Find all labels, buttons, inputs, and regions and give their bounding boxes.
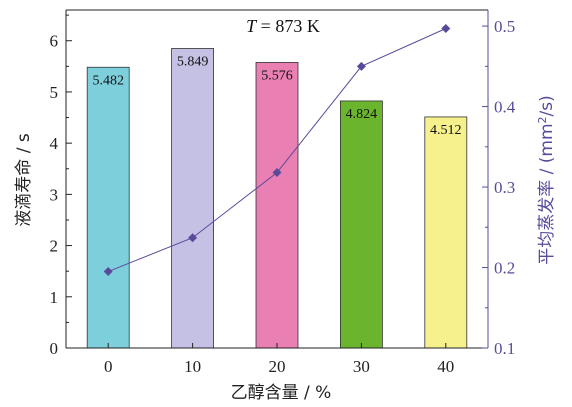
temperature-annotation: T = 873 K xyxy=(246,16,320,36)
y-tick-label-0: 0 xyxy=(50,339,59,358)
bar-value-labels: 5.482 5.849 5.576 4.824 4.512 xyxy=(92,54,461,137)
left-axis-ticks: 0 1 2 3 4 5 6 xyxy=(50,14,72,358)
x-tick-label-30: 30 xyxy=(353,357,370,376)
y-tick-label-2: 2 xyxy=(50,237,59,256)
y2-tick-label-0.4: 0.4 xyxy=(494,98,516,117)
bar-value-label-40: 4.512 xyxy=(430,123,462,138)
evaporation-rate-series xyxy=(103,24,451,277)
y2-axis-label-prefix: 平均蒸发率 / (mm xyxy=(537,123,557,264)
x-tick-label-20: 20 xyxy=(269,357,286,376)
x-tick-label-0: 0 xyxy=(104,357,113,376)
evaporation-rate-point-0 xyxy=(103,267,113,277)
evaporation-rate-point-10 xyxy=(188,233,198,243)
bar-20 xyxy=(255,62,299,349)
y2-tick-label-0.2: 0.2 xyxy=(494,259,515,278)
y-tick-label-1: 1 xyxy=(50,288,59,307)
evaporation-rate-point-30 xyxy=(356,61,366,71)
y-tick-label-5: 5 xyxy=(50,83,59,102)
y2-axis-label-sup: 2 xyxy=(536,116,549,123)
x-tick-label-40: 40 xyxy=(437,357,454,376)
annotation-italic: T xyxy=(246,16,258,36)
y-tick-label-3: 3 xyxy=(50,185,59,204)
bars-layer xyxy=(86,48,468,349)
bar-30 xyxy=(339,100,383,349)
y-tick-label-6: 6 xyxy=(50,32,59,51)
bar-value-label-20: 5.576 xyxy=(261,68,293,83)
y2-tick-label-0.3: 0.3 xyxy=(494,178,515,197)
bar-10 xyxy=(171,48,215,349)
evaporation-rate-point-20 xyxy=(272,168,282,178)
y2-tick-label-0.5: 0.5 xyxy=(494,17,515,36)
annotation-text: = 873 K xyxy=(256,16,320,36)
y-axis-label: 液滴寿命 / s xyxy=(14,133,34,227)
y-tick-label-4: 4 xyxy=(50,134,59,153)
x-axis-ticks: 0 10 20 30 40 xyxy=(104,343,454,376)
y2-axis-label-suffix: /s) xyxy=(537,95,557,116)
y2-tick-label-0.1: 0.1 xyxy=(494,339,515,358)
bar-value-label-10: 5.849 xyxy=(177,54,209,69)
y2-axis-label: 平均蒸发率 / (mm2/s) xyxy=(536,95,558,265)
bar-40 xyxy=(424,116,468,349)
right-axis-ticks: 0.1 0.2 0.3 0.4 0.5 xyxy=(482,17,516,358)
bar-value-label-30: 4.824 xyxy=(346,107,378,122)
evaporation-rate-point-40 xyxy=(441,24,451,34)
x-axis-label: 乙醇含量 / % xyxy=(231,383,332,403)
bar-value-label-0: 5.482 xyxy=(92,73,124,88)
bar-0 xyxy=(86,66,130,349)
x-tick-label-10: 10 xyxy=(184,357,201,376)
